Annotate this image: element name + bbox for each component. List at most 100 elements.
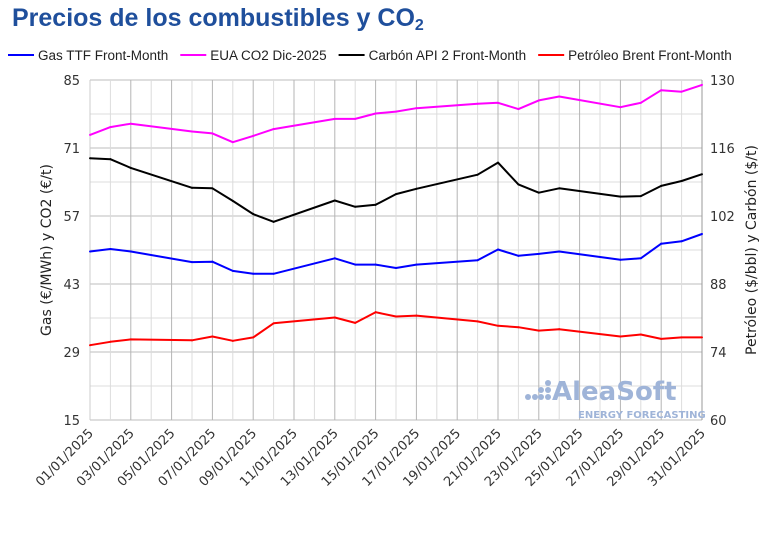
data-point — [333, 257, 336, 260]
watermark-dot — [545, 380, 551, 386]
data-point — [374, 263, 377, 266]
data-point — [680, 180, 683, 183]
data-point — [415, 314, 418, 317]
data-point — [252, 213, 255, 216]
y-right-tick-label: 60 — [710, 414, 727, 429]
data-point — [517, 183, 520, 186]
data-point — [129, 250, 132, 253]
data-point — [89, 344, 91, 347]
data-point — [701, 173, 703, 176]
data-point — [660, 184, 663, 187]
y-tick-label: 71 — [63, 142, 80, 157]
data-point — [272, 272, 275, 275]
data-point — [109, 158, 112, 161]
data-point — [252, 134, 255, 137]
data-point — [476, 320, 479, 323]
data-point — [660, 242, 663, 245]
data-point — [558, 250, 561, 253]
data-point — [497, 101, 499, 104]
data-point — [537, 191, 540, 194]
data-point — [517, 326, 520, 329]
data-point — [415, 263, 418, 266]
watermark-dot — [525, 394, 531, 400]
data-point — [701, 336, 703, 339]
data-point — [129, 166, 132, 169]
data-point — [272, 220, 275, 223]
data-point — [272, 128, 275, 131]
y-right-tick-label: 116 — [710, 142, 735, 157]
data-point — [639, 257, 642, 260]
data-point — [537, 329, 540, 332]
data-point — [211, 335, 214, 338]
y-right-tick-label: 88 — [710, 278, 727, 293]
data-point — [415, 187, 418, 190]
data-point — [109, 340, 112, 343]
legend-label: Gas TTF Front-Month — [38, 48, 168, 63]
data-point — [476, 173, 479, 176]
watermark-dot — [545, 394, 551, 400]
y-right-axis-label: Petróleo ($/bbl) y Carbón ($/t) — [744, 145, 760, 355]
data-point — [639, 333, 642, 336]
data-point — [333, 316, 336, 319]
data-point — [639, 101, 642, 104]
data-point — [333, 199, 336, 202]
legend-label: EUA CO2 Dic-2025 — [210, 48, 326, 63]
data-point — [191, 130, 193, 133]
chart-title: Precios de los combustibles y CO2 — [12, 4, 424, 35]
y-tick-label: 29 — [63, 346, 80, 361]
data-point — [374, 311, 377, 314]
y-tick-label: 15 — [63, 414, 80, 429]
data-point — [517, 108, 520, 111]
watermark-dot — [532, 394, 538, 400]
data-point — [354, 117, 357, 120]
data-point — [374, 112, 377, 115]
data-point — [619, 335, 622, 338]
data-point — [354, 321, 357, 324]
y-tick-label: 43 — [63, 278, 80, 293]
data-point — [680, 336, 683, 339]
y-right-tick-label: 102 — [710, 210, 735, 225]
data-point — [374, 203, 377, 206]
data-point — [252, 336, 255, 339]
watermark-tagline: ENERGY FORECASTING — [578, 410, 706, 421]
data-point — [558, 187, 561, 190]
chart-title-subscript: 2 — [414, 17, 424, 34]
data-point — [89, 250, 91, 253]
data-point — [639, 195, 642, 198]
data-point — [191, 186, 193, 189]
watermark-dot — [538, 394, 544, 400]
data-point — [497, 161, 499, 164]
data-point — [476, 102, 479, 105]
data-point — [211, 132, 214, 135]
data-point — [558, 328, 561, 331]
data-point — [109, 126, 112, 129]
data-point — [109, 248, 112, 251]
data-point — [517, 254, 520, 257]
chart-title-text: Precios de los combustibles y CO — [12, 4, 415, 32]
data-point — [660, 337, 663, 340]
data-point — [680, 90, 683, 93]
y-axis-label: Gas (€/MWh) y CO2 (€/t) — [39, 164, 55, 336]
data-point — [354, 205, 357, 208]
y-right-tick-label: 74 — [710, 346, 727, 361]
data-point — [191, 339, 193, 342]
data-point — [415, 107, 418, 110]
data-point — [395, 193, 397, 196]
data-point — [680, 240, 683, 243]
data-point — [252, 272, 255, 275]
data-point — [129, 338, 132, 341]
data-point — [395, 315, 397, 318]
data-point — [191, 261, 193, 264]
data-point — [354, 263, 357, 266]
data-point — [129, 122, 132, 125]
data-point — [231, 339, 234, 342]
data-point — [89, 157, 91, 160]
data-point — [701, 232, 703, 235]
data-point — [497, 248, 499, 251]
legend-label: Carbón API 2 Front-Month — [369, 48, 527, 63]
data-point — [231, 141, 234, 144]
data-point — [272, 322, 275, 325]
y-tick-label: 85 — [63, 74, 80, 89]
watermark-brand: AleaSoft — [552, 377, 677, 407]
